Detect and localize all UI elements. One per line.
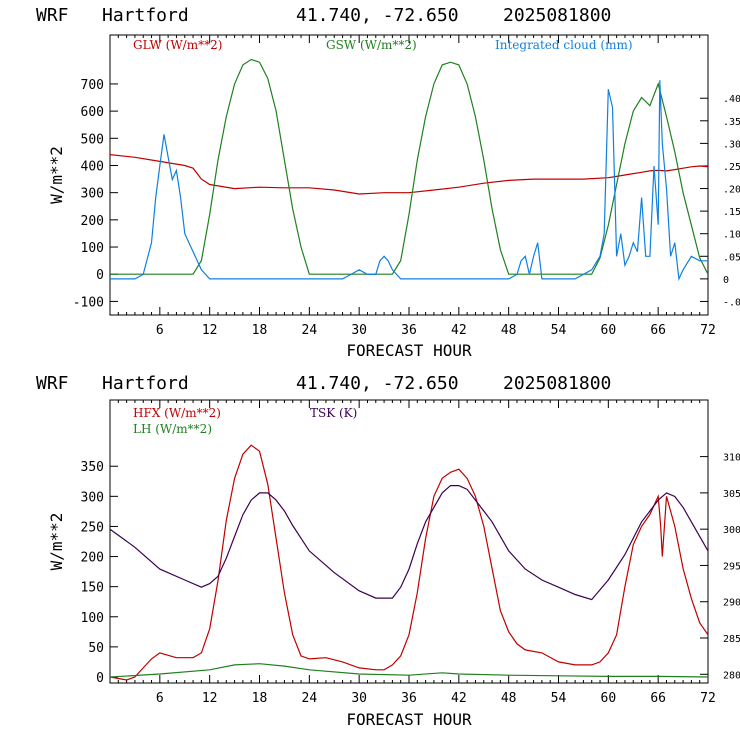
y2-tick-label: 290: [723, 598, 740, 609]
x-axis-label: FORECAST HOUR: [346, 341, 472, 360]
x-tick-label: 72: [700, 691, 716, 706]
y2-tick-label: .05: [723, 252, 740, 263]
header-site: Hartford: [102, 5, 189, 26]
y2-tick-label: 0: [723, 275, 729, 286]
y2-tick-label: .20: [723, 185, 740, 196]
y-tick-label: 300: [81, 187, 104, 202]
legend-entry-1: GLW (W/m**2): [133, 38, 222, 52]
x-tick-label: 12: [202, 323, 218, 338]
series-line-3: [110, 80, 708, 282]
x-tick-label: 60: [601, 323, 617, 338]
x-tick-label: 42: [451, 323, 467, 338]
y-tick-label: 700: [81, 78, 104, 93]
legend-entry-1: HFX (W/m**2): [133, 406, 221, 420]
y2-tick-label: .15: [723, 207, 740, 218]
y-tick-label: 100: [81, 241, 104, 256]
legend-entry-2: GSW (W/m**2): [326, 38, 417, 52]
x-tick-label: 54: [551, 691, 567, 706]
y2-tick-label: 305: [723, 489, 740, 500]
y2-tick-label: .40: [723, 94, 740, 105]
series-line-1: [110, 154, 708, 195]
x-tick-label: 42: [451, 691, 467, 706]
x-tick-label: 48: [501, 691, 517, 706]
y-tick-label: 600: [81, 105, 104, 120]
x-tick-label: 18: [252, 691, 268, 706]
x-tick-label: 18: [252, 323, 268, 338]
header-site: Hartford: [102, 373, 189, 394]
charts-layer: WRF Hartford 41.740, -72.650 2025081800 6 12 1…: [36, 5, 740, 729]
x-tick-label: 66: [650, 323, 666, 338]
y-tick-label: 300: [81, 490, 104, 505]
y-axis-label: W/m**2: [47, 513, 66, 571]
y-tick-label: 0: [96, 671, 104, 686]
header-model: WRF: [36, 373, 69, 394]
x-tick-label: 6: [156, 691, 164, 706]
y-tick-label: 100: [81, 611, 104, 626]
x-tick-label: 6: [156, 323, 164, 338]
x-tick-label: 48: [501, 323, 517, 338]
header-coords: 41.740, -72.650: [296, 5, 459, 26]
header-date: 2025081800: [503, 373, 611, 394]
header-coords: 41.740, -72.650: [296, 373, 459, 394]
chart-panel-1: WRF Hartford 41.740, -72.650 2025081800 6 12 1…: [36, 5, 740, 360]
y2-tick-label: 300: [723, 525, 740, 536]
y-tick-label: 200: [81, 214, 104, 229]
y2-tick-label: .35: [723, 117, 740, 128]
y-tick-label: 0: [96, 268, 104, 283]
y2-tick-label: 295: [723, 561, 740, 572]
series-line-2: [110, 58, 708, 275]
x-tick-label: 24: [302, 323, 318, 338]
x-tick-label: 12: [202, 691, 218, 706]
y2-tick-label: .10: [723, 230, 740, 241]
chart-panel-2: WRF Hartford 41.740, -72.650 2025081800 6 12 1…: [36, 373, 740, 729]
legend-entry-3: TSK (K): [310, 406, 357, 420]
x-tick-label: 36: [401, 691, 417, 706]
y-tick-label: 500: [81, 132, 104, 147]
y2-tick-label: .30: [723, 139, 740, 150]
y2-tick-label: -.05: [723, 297, 740, 308]
y2-tick-label: 280: [723, 670, 740, 681]
y-tick-label: 250: [81, 520, 104, 535]
y-tick-label: 350: [81, 460, 104, 475]
y-tick-label: -100: [73, 295, 104, 310]
y-axis-label: W/m**2: [47, 146, 66, 204]
x-tick-label: 66: [650, 691, 666, 706]
y2-tick-label: 285: [723, 634, 740, 645]
x-tick-label: 24: [302, 691, 318, 706]
y-tick-label: 50: [88, 641, 104, 656]
series-line-2: [110, 663, 708, 678]
y2-tick-label: 310: [723, 453, 740, 464]
x-tick-label: 54: [551, 323, 567, 338]
x-tick-label: 30: [351, 691, 367, 706]
header-model: WRF: [36, 5, 69, 26]
series-line-1: [110, 444, 708, 681]
legend-entry-2: LH (W/m**2): [133, 422, 212, 436]
x-tick-label: 60: [601, 691, 617, 706]
series-line-3: [110, 485, 708, 601]
x-tick-label: 36: [401, 323, 417, 338]
y2-tick-label: .25: [723, 162, 740, 173]
x-tick-label: 30: [351, 323, 367, 338]
x-axis-label: FORECAST HOUR: [346, 710, 472, 729]
x-tick-label: 72: [700, 323, 716, 338]
y-tick-label: 400: [81, 159, 104, 174]
header-date: 2025081800: [503, 5, 611, 26]
y-tick-label: 200: [81, 551, 104, 566]
legend-entry-3: Integrated cloud (mm): [495, 38, 633, 52]
y-tick-label: 150: [81, 581, 104, 596]
